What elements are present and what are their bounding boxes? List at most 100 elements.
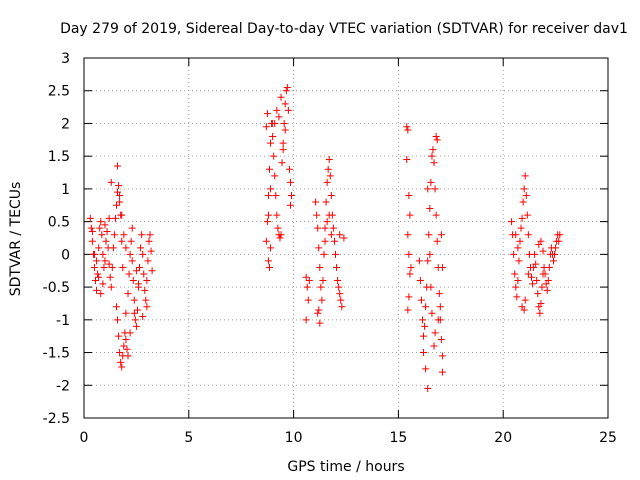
- data-point: [96, 224, 104, 232]
- y-tick-label: 0: [61, 247, 70, 263]
- x-tick-label: 10: [285, 430, 303, 446]
- y-tick-label: -1: [56, 313, 70, 329]
- data-point: [512, 283, 520, 291]
- data-point: [262, 123, 270, 131]
- data-point: [403, 123, 411, 131]
- data-point: [105, 260, 113, 268]
- data-point: [325, 211, 333, 219]
- data-point: [265, 263, 273, 271]
- data-point: [92, 277, 100, 285]
- data-point: [130, 309, 138, 317]
- data-point: [264, 257, 272, 265]
- data-point: [112, 303, 120, 311]
- data-point: [333, 263, 341, 271]
- data-point: [422, 303, 430, 311]
- data-point: [105, 214, 113, 222]
- data-point: [146, 231, 154, 239]
- data-point: [537, 299, 545, 307]
- data-point: [315, 244, 323, 252]
- data-point: [545, 263, 553, 271]
- data-point: [283, 83, 291, 91]
- data-point: [424, 185, 432, 193]
- data-point: [95, 273, 103, 281]
- data-point: [263, 110, 271, 118]
- data-point: [132, 267, 140, 275]
- data-point: [515, 257, 523, 265]
- data-point: [524, 231, 532, 239]
- data-point: [511, 270, 519, 278]
- data-point: [321, 224, 329, 232]
- data-point: [122, 309, 130, 317]
- data-point: [421, 322, 429, 330]
- data-point: [265, 165, 273, 173]
- data-point: [432, 211, 440, 219]
- data-point: [97, 290, 105, 298]
- data-point: [143, 303, 151, 311]
- data-point: [534, 290, 542, 298]
- data-point: [416, 277, 424, 285]
- data-point: [141, 286, 149, 294]
- data-point: [519, 198, 527, 206]
- data-point: [116, 349, 124, 357]
- data-point: [420, 349, 428, 357]
- data-point: [303, 283, 311, 291]
- data-point: [403, 155, 411, 163]
- data-point: [437, 335, 445, 343]
- data-point: [264, 211, 272, 219]
- data-point: [551, 250, 559, 258]
- data-point: [404, 126, 412, 134]
- data-point: [424, 257, 432, 265]
- x-tick-label: 0: [80, 430, 89, 446]
- data-point: [286, 201, 294, 209]
- data-point: [118, 237, 126, 245]
- data-point: [406, 211, 414, 219]
- data-point: [276, 234, 284, 242]
- data-point: [288, 191, 296, 199]
- data-point: [437, 231, 445, 239]
- data-point: [280, 119, 288, 127]
- data-point: [338, 303, 346, 311]
- data-point: [127, 237, 135, 245]
- data-point: [94, 270, 102, 278]
- data-point: [406, 270, 414, 278]
- data-point: [527, 273, 535, 281]
- data-point: [550, 257, 558, 265]
- data-point: [279, 139, 287, 147]
- y-tick-label: -1.5: [43, 346, 70, 362]
- data-point: [282, 87, 290, 95]
- data-point: [122, 244, 130, 252]
- data-point: [313, 211, 321, 219]
- data-point: [90, 263, 98, 271]
- data-point: [327, 191, 335, 199]
- data-point: [109, 244, 117, 252]
- data-point: [323, 218, 331, 226]
- data-point: [435, 290, 443, 298]
- data-point: [433, 136, 441, 144]
- data-point: [116, 191, 124, 199]
- data-point: [521, 296, 529, 304]
- data-point: [404, 306, 412, 314]
- y-axis-ticks: -2.5 -2 -1.5 -1 -0.5 0 0.5 1 1.5 2 2.5 3: [43, 51, 608, 427]
- data-point: [422, 365, 430, 373]
- y-tick-label: -2.5: [43, 411, 70, 427]
- data-point: [99, 250, 107, 258]
- data-point: [302, 316, 310, 324]
- data-point: [124, 290, 132, 298]
- data-point: [263, 218, 271, 226]
- data-point: [86, 214, 94, 222]
- data-point: [316, 319, 324, 327]
- data-point: [145, 237, 153, 245]
- x-axis-ticks: 0 5 10 15 20 25: [80, 58, 617, 446]
- data-point: [272, 191, 280, 199]
- data-point: [124, 352, 132, 360]
- data-point: [142, 296, 150, 304]
- data-point: [543, 286, 551, 294]
- data-point: [275, 113, 283, 121]
- data-point: [269, 119, 277, 127]
- data-point: [281, 126, 289, 134]
- data-point: [428, 309, 436, 317]
- data-point: [539, 247, 547, 255]
- data-point: [529, 280, 537, 288]
- data-point: [329, 224, 337, 232]
- data-point: [279, 146, 287, 154]
